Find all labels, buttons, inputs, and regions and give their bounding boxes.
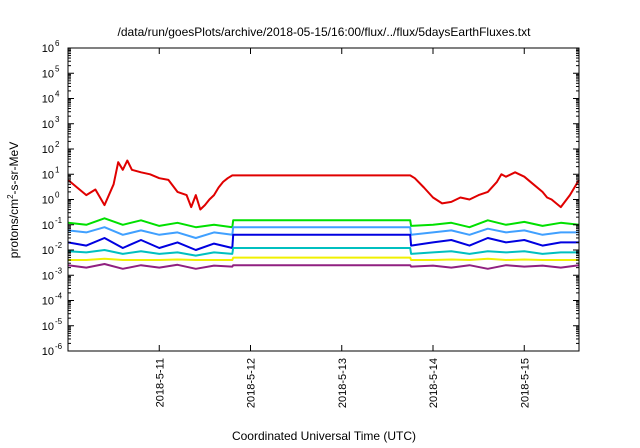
series-line-4 [67, 233, 579, 251]
y-tick-label: 10 [42, 144, 54, 156]
y-label-base: protons/cm [7, 199, 21, 258]
y-tick-label: 10 [42, 43, 54, 55]
y-tick-label: 10 [42, 220, 54, 232]
y-tick-label: 10 [42, 68, 54, 80]
series-line-5 [67, 247, 579, 257]
series-line-7 [67, 263, 580, 270]
x-tick-label: 2018-5-11 [154, 358, 166, 407]
y-tick-label: 10 [42, 195, 54, 207]
x-tick-label: 2018-5-15 [519, 358, 531, 408]
y-tick-label: 10 [42, 296, 54, 308]
series-layer [67, 159, 580, 270]
chart-title: /data/run/goesPlots/archive/2018-05-15/1… [118, 25, 532, 39]
y-tick-label: 10 [42, 94, 54, 106]
y-tick-exponent: 4 [55, 90, 60, 99]
x-tick-label: 2018-5-13 [337, 358, 349, 408]
y-tick-exponent: 2 [55, 140, 60, 149]
y-tick-exponent: -5 [55, 317, 63, 326]
x-axis-label: Coordinated Universal Time (UTC) [232, 429, 416, 443]
y-label-sup: 2 [6, 194, 15, 199]
y-tick-exponent: 1 [55, 165, 60, 174]
y-tick-exponent: -4 [55, 292, 63, 301]
series-line-1 [67, 159, 580, 211]
y-tick-exponent: 5 [55, 64, 60, 73]
y-tick-exponent: 6 [55, 39, 60, 48]
x-tick-label: 2018-5-14 [428, 358, 440, 408]
y-tick-exponent: -6 [55, 342, 63, 351]
series-line-3 [67, 226, 579, 239]
x-tick-label: 2018-5-12 [246, 358, 258, 408]
y-label-rest: -s-sr-MeV [7, 142, 21, 195]
series-line-2 [67, 217, 580, 229]
y-tick-exponent: 3 [55, 115, 60, 124]
y-tick-exponent: 0 [55, 191, 60, 200]
y-tick-exponent: -2 [55, 241, 63, 250]
x-axis: 2018-5-11 2018-5-12 2018-5-13 2018-5-14 2018… [154, 48, 531, 408]
plot-frame [67, 47, 580, 352]
y-tick-label: 10 [42, 270, 54, 282]
y-tick-label: 10 [42, 321, 54, 333]
y-axis: 10 -610 -510 -410 -310 -210 -110 010 110 210 310 41… [42, 39, 579, 358]
y-tick-exponent: -3 [55, 266, 63, 275]
y-tick-label: 10 [42, 346, 54, 358]
y-tick-label: 10 [42, 169, 54, 181]
y-axis-label: protons/cm2-s-sr-MeV [6, 142, 21, 258]
series-line-6 [68, 256, 579, 261]
y-tick-exponent: -1 [55, 216, 63, 225]
y-tick-label: 10 [42, 119, 54, 131]
y-tick-label: 10 [42, 245, 54, 257]
